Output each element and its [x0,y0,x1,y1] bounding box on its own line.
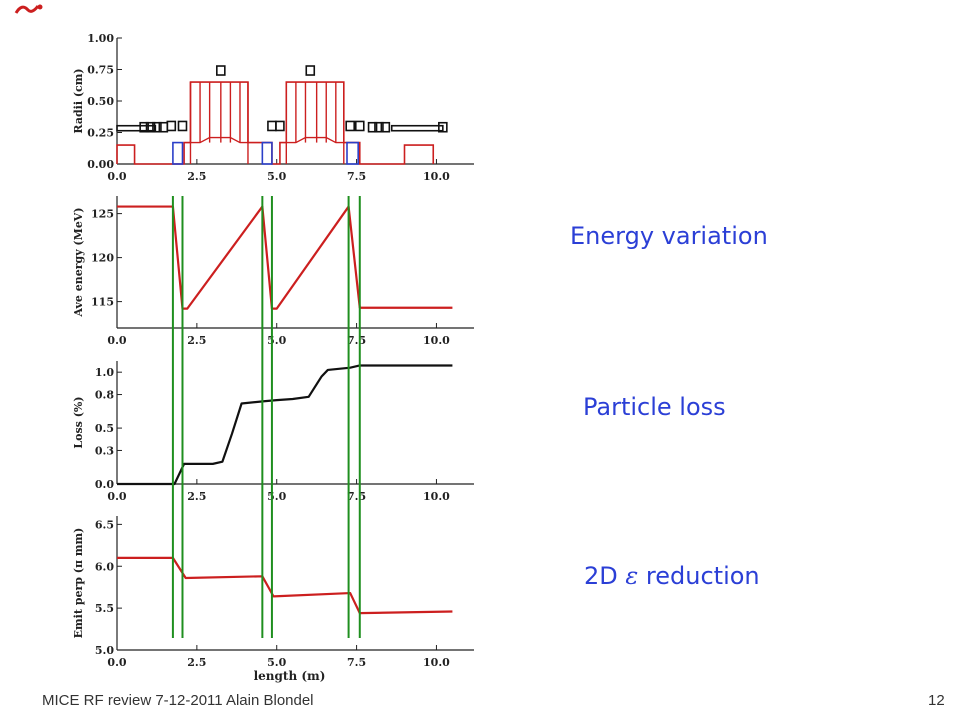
y-tick-label: 0.0 [95,478,114,491]
y-tick-label: 5.0 [95,644,114,657]
y-tick-label: 1.00 [87,32,114,45]
page-number: 12 [928,692,945,709]
x-tick-label: 10.0 [423,170,450,183]
annotation-emittance: 2D ε reduction [584,562,760,590]
coil-box [374,121,384,133]
absorber-box [172,141,184,165]
coil-box [166,120,177,132]
annotation-energy: Energy variation [570,222,768,250]
x-tick-label: 0.0 [107,490,126,503]
y-tick-label: 5.5 [95,602,114,615]
y-tick-label: 0.75 [87,64,114,77]
y-tick-label: 120 [91,252,114,265]
y-tick-label: 6.0 [95,560,114,573]
coil-box [177,120,188,132]
y-axis-label: Ave energy (MeV) [72,207,85,317]
x-tick-label: 0.0 [107,656,126,669]
coil-box [354,120,365,132]
panel-energy [116,196,474,329]
y-tick-label: 0.50 [87,95,114,108]
x-tick-label: 7.5 [347,334,366,347]
epsilon-symbol: ε [625,562,639,590]
logo-swoosh-icon [14,4,43,14]
x-tick-label: 5.0 [267,334,286,347]
emittance-series-line [117,556,453,615]
x-tick-label: 5.0 [267,490,286,503]
panel-emittance [116,516,474,651]
y-tick-label: 0.25 [87,127,114,140]
y-tick-label: 115 [91,296,114,309]
coil-box [380,121,391,133]
coil-box [216,65,226,76]
x-tick-label: 10.0 [423,490,450,503]
x-tick-label: 0.0 [107,170,126,183]
rf-iris-profile [286,136,344,144]
y-axis-label: Radii (cm) [72,68,85,133]
panel-radii [116,37,474,165]
y-axis-label: Emit perp (π mm) [72,528,85,639]
coil-box [139,121,149,133]
panel-loss [116,361,474,486]
coil-box [267,120,277,132]
y-axis-label: Loss (%) [72,396,85,448]
coil-bar [390,124,444,132]
loss-series-line [117,364,453,486]
coil-box [152,121,162,133]
coil-box [305,65,316,76]
y-tick-label: 0.5 [95,422,114,435]
x-tick-label: 2.5 [187,656,206,669]
annotation-emittance-post: reduction [638,562,760,590]
x-tick-label: 7.5 [347,490,366,503]
x-tick-label: 5.0 [267,170,286,183]
x-tick-label: 5.0 [267,656,286,669]
y-tick-label: 0.3 [95,444,114,457]
coil-box [438,121,448,133]
coil-box [345,120,355,132]
x-tick-label: 2.5 [187,490,206,503]
y-tick-label: 0.8 [95,389,114,402]
y-tick-label: 125 [91,208,114,221]
x-tick-label: 10.0 [423,656,450,669]
rf-iris-profile [190,136,248,144]
x-tick-label: 7.5 [347,170,366,183]
x-tick-label: 10.0 [423,334,450,347]
absorber-box [346,141,359,165]
coil-box [158,121,169,133]
y-tick-label: 0.00 [87,158,114,171]
x-tick-label: 2.5 [187,170,206,183]
y-tick-label: 6.5 [95,518,114,531]
coil-box [275,120,285,132]
x-tick-label: 2.5 [187,334,206,347]
x-tick-label: 0.0 [107,334,126,347]
coil-box [367,121,378,133]
energy-series-line [117,205,453,310]
annotation-loss: Particle loss [583,393,726,421]
absorber-box [261,141,273,165]
footer-credit: MICE RF review 7-12-2011 Alain Blondel [42,692,314,709]
annotation-emittance-pre: 2D [584,562,626,590]
coil-bar [116,124,157,132]
y-tick-label: 1.0 [95,366,114,379]
x-tick-label: 7.5 [347,656,366,669]
x-axis-label: length (m) [254,669,326,683]
